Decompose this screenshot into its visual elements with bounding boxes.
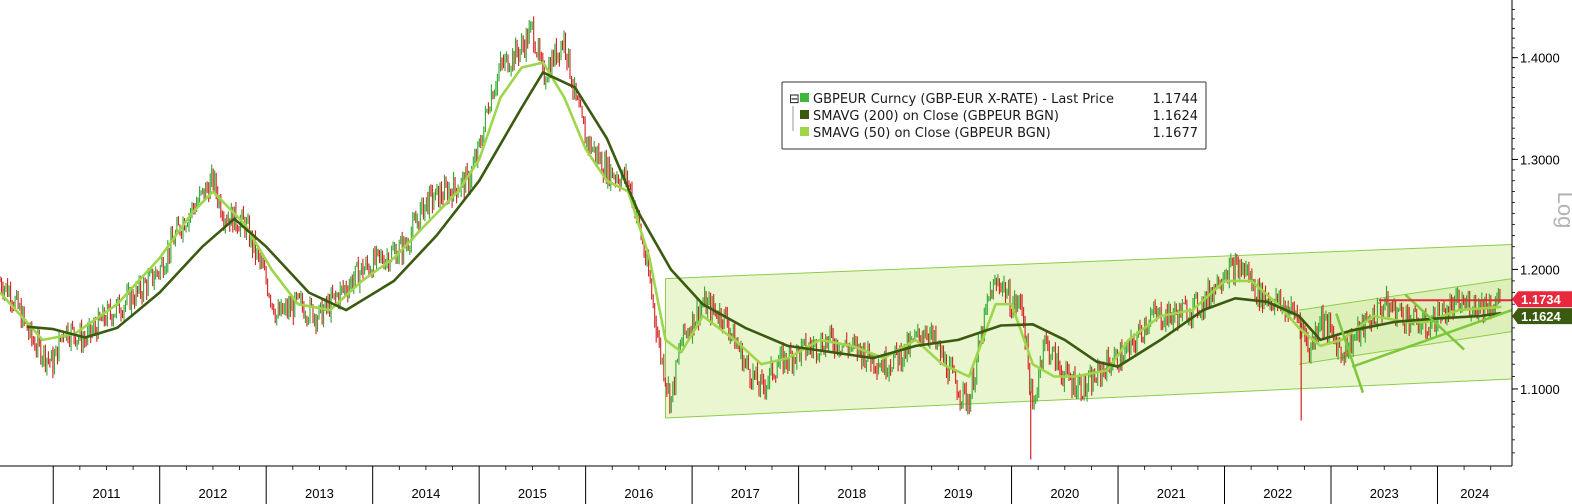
legend-value-price: 1.1744 — [1153, 92, 1199, 107]
y-tick-label: 1.1000 — [1520, 382, 1560, 397]
inner-channel-upper — [1298, 278, 1513, 311]
sma200-line — [26, 71, 1502, 368]
legend-value-sma200: 1.1624 — [1153, 109, 1199, 124]
badge-label: 1.1624 — [1521, 309, 1562, 324]
price-badge-1: 1.1624 — [1512, 308, 1572, 325]
legend-label-price: GBPEUR Curncy (GBP-EUR X-RATE) - Last Pr… — [813, 92, 1114, 107]
legend-value-sma50: 1.1677 — [1153, 126, 1199, 141]
year-label: 2018 — [837, 486, 866, 501]
y-tick-label: 1.2000 — [1520, 262, 1560, 277]
outer-channel-upper — [665, 243, 1513, 280]
legend-label-sma50: SMAVG (50) on Close (GBPEUR BGN) — [813, 126, 1051, 141]
legend-label-sma200: SMAVG (200) on Close (GBPEUR BGN) — [813, 109, 1059, 124]
year-label: 2015 — [518, 486, 547, 501]
legend-swatch-price — [800, 93, 809, 102]
year-label: 2019 — [944, 486, 973, 501]
year-label: 2024 — [1460, 486, 1489, 501]
year-label: 2014 — [411, 486, 440, 501]
y-tick-label: 1.3000 — [1520, 152, 1560, 167]
trend-line-0 — [1351, 308, 1513, 368]
year-label: 2013 — [305, 486, 334, 501]
y-tick-label: 1.4000 — [1520, 51, 1560, 66]
year-label: 2023 — [1370, 486, 1399, 501]
trend-line-1 — [1404, 293, 1465, 351]
legend-collapse-icon[interactable]: ⊟ — [789, 92, 800, 107]
year-label: 2016 — [624, 486, 653, 501]
trend-line-2 — [1335, 313, 1365, 394]
year-label: 2020 — [1050, 486, 1079, 501]
year-label: 2021 — [1157, 486, 1186, 501]
moving-averages — [0, 61, 1502, 378]
year-label: 2022 — [1263, 486, 1292, 501]
price-badges: 1.1734 1.1624 — [1512, 291, 1572, 325]
badge-shape — [1512, 291, 1572, 308]
sma50-line — [0, 61, 1502, 378]
badge-label: 1.1734 — [1521, 292, 1562, 307]
legend-swatch-sma50 — [800, 127, 809, 136]
year-label: 2012 — [198, 486, 227, 501]
price-badge-0: 1.1734 — [1512, 291, 1572, 308]
legend[interactable]: ⊟ GBPEUR Curncy (GBP-EUR X-RATE) - Last … — [781, 81, 1207, 150]
year-label: 2011 — [92, 486, 120, 501]
y-axis-title: Log — [1553, 192, 1572, 229]
trend-annotations — [1335, 293, 1513, 394]
outer-channel-lower — [665, 378, 1513, 419]
year-label: 2017 — [731, 486, 760, 501]
legend-swatch-sma200 — [800, 110, 809, 119]
badge-shape — [1512, 308, 1572, 325]
legend-box — [781, 81, 1207, 150]
regression-channel — [664, 243, 1513, 419]
